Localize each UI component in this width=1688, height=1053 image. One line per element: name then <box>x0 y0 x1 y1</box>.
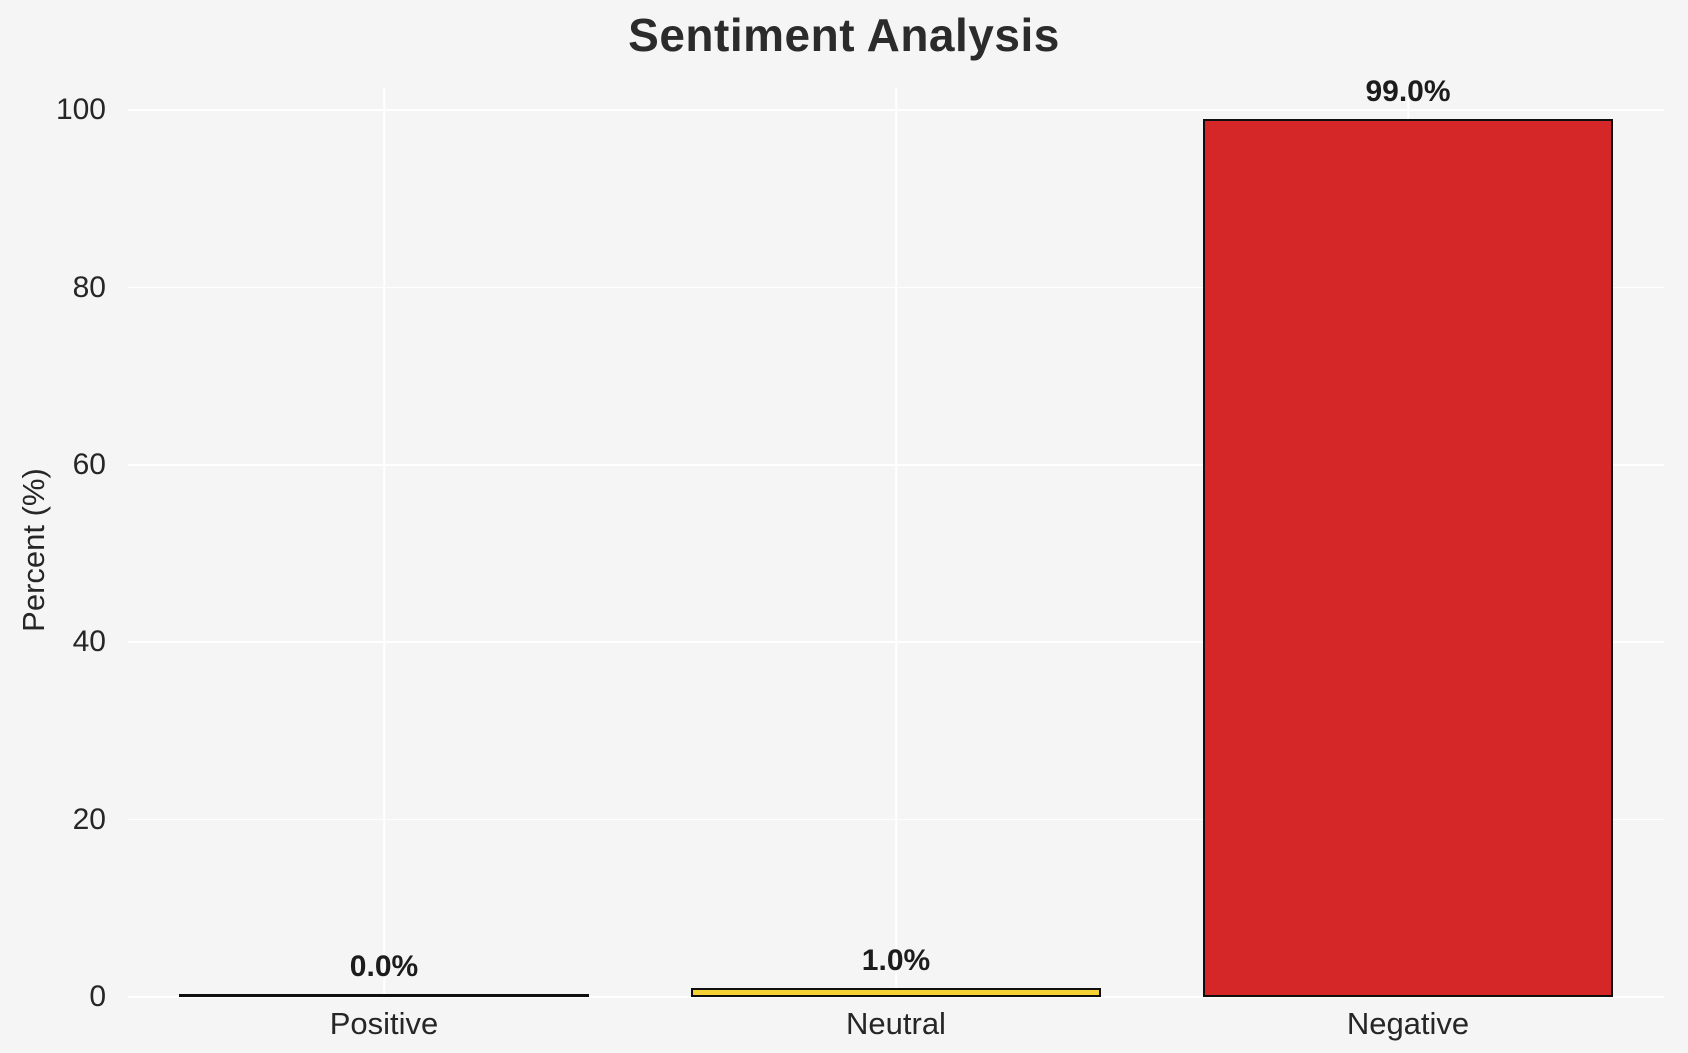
bar-positive <box>179 994 589 997</box>
gridline-vertical <box>383 88 385 997</box>
plot-area: 0.0% Positive 1.0% Neutral 99.0% Negative <box>128 75 1664 1041</box>
x-category-label: Neutral <box>846 1006 946 1041</box>
gridline-horizontal <box>128 996 1664 998</box>
bar-value-label: 0.0% <box>349 950 419 983</box>
chart-title: Sentiment Analysis <box>628 9 1060 61</box>
y-tick-label: 20 <box>72 802 106 836</box>
bar-value-label: 1.0% <box>861 944 931 978</box>
category-slot-negative: 99.0% Negative <box>1152 75 1664 1041</box>
y-tick-label: 0 <box>89 980 106 1013</box>
gridline-vertical <box>895 88 897 997</box>
y-axis-ticks: 0 20 40 60 80 100 <box>0 88 106 1013</box>
bar-neutral <box>691 988 1101 997</box>
x-category-label: Negative <box>1346 1006 1470 1041</box>
y-tick-label: 60 <box>72 447 106 481</box>
y-tick-label: 100 <box>55 93 106 127</box>
category-slot-neutral: 1.0% Neutral <box>640 88 1152 1041</box>
y-tick-label: 40 <box>72 625 106 659</box>
x-category-label: Positive <box>329 1006 439 1041</box>
bar-value-label: 99.0% <box>1365 75 1451 109</box>
y-tick-label: 80 <box>72 270 106 304</box>
bar-negative <box>1203 119 1613 997</box>
category-slot-positive: 0.0% Positive <box>128 88 640 1041</box>
